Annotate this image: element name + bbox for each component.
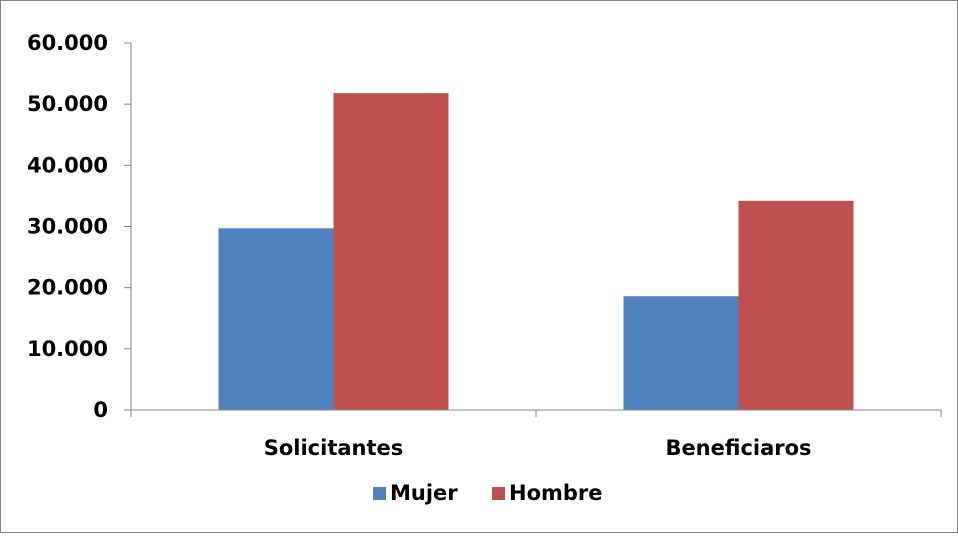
- y-tick-label: 60.000: [27, 31, 108, 55]
- y-tick-label: 50.000: [27, 92, 108, 116]
- legend-label-hombre: Hombre: [509, 481, 603, 505]
- bar-hombre-solicitantes: [333, 93, 449, 410]
- bars: [218, 93, 854, 410]
- bar-mujer-solicitantes: [218, 228, 334, 410]
- x-axis-labels: Solicitantes Beneficiaros: [264, 436, 812, 460]
- bar-mujer-beneficiaros: [623, 296, 739, 410]
- legend-label-mujer: Mujer: [390, 481, 458, 505]
- x-category-label: Beneficiaros: [665, 436, 811, 460]
- y-tick-label: 30.000: [27, 215, 108, 239]
- y-tick-label: 40.000: [27, 153, 108, 177]
- axes: [130, 43, 942, 417]
- y-axis-ticks: 0 10.000 20.000 30.000 40.000 50.000 60.000: [27, 31, 131, 422]
- legend-swatch-hombre: [492, 487, 505, 500]
- bar-hombre-beneficiaros: [738, 200, 854, 410]
- y-tick-label: 0: [93, 398, 108, 422]
- y-tick-label: 10.000: [27, 337, 108, 361]
- legend: Mujer Hombre: [373, 481, 603, 505]
- y-tick-label: 20.000: [27, 276, 108, 300]
- legend-swatch-mujer: [373, 487, 386, 500]
- x-category-label: Solicitantes: [264, 436, 404, 460]
